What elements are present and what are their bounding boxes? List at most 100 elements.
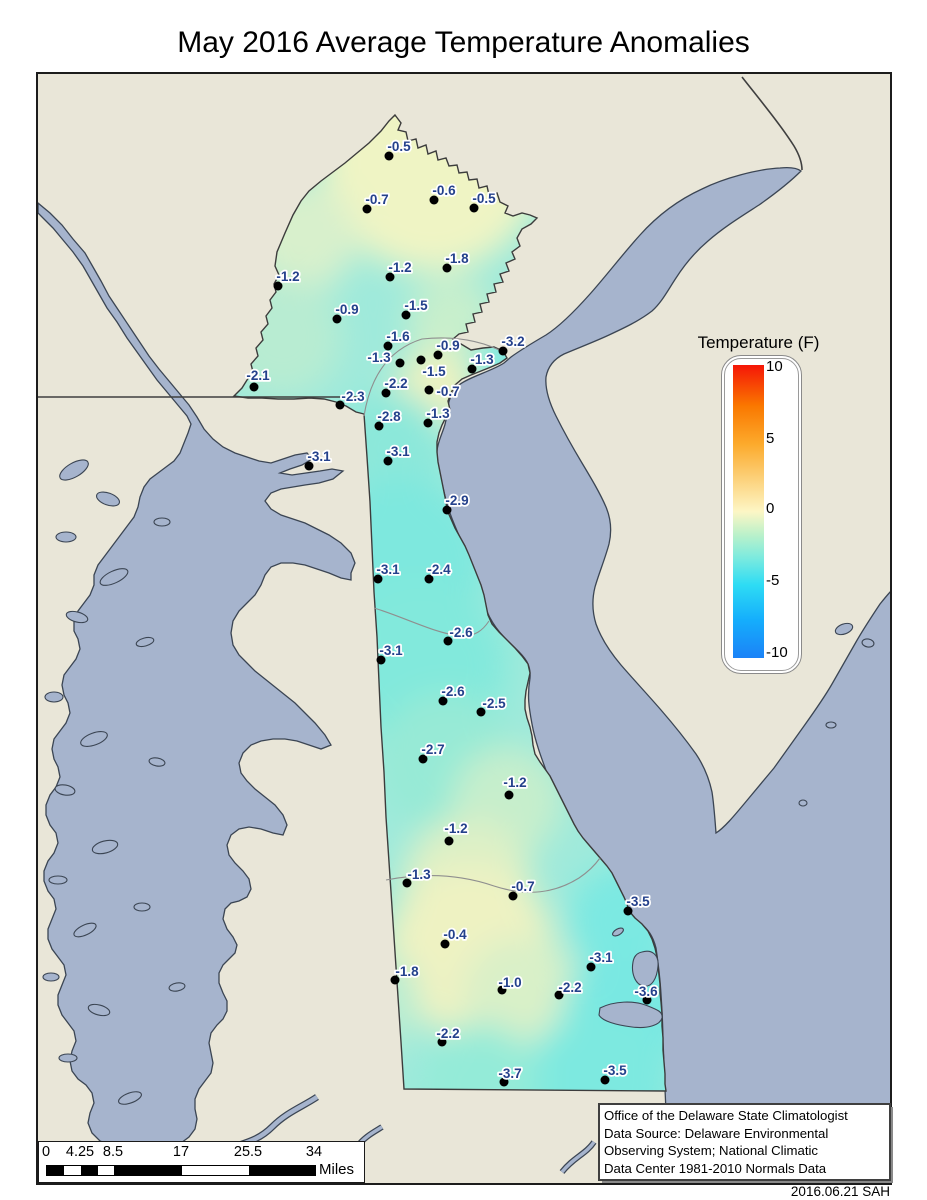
- newcastle-kent-county-line: [373, 607, 490, 637]
- station-dot: [416, 355, 426, 365]
- station-label: -3.7: [498, 1066, 521, 1081]
- western-shore-ponds: [42, 459, 186, 1105]
- station-dot: [504, 790, 514, 800]
- county-lines: [363, 337, 601, 893]
- legend-ticks: 10 5 0 -5 -10: [766, 0, 816, 1200]
- station-label: -2.7: [421, 742, 444, 757]
- station-dot: [642, 995, 652, 1005]
- delaware-inland-bays: [598, 927, 663, 1029]
- station-label: -3.2: [501, 334, 524, 349]
- scalebar-number: 25.5: [233, 1144, 263, 1160]
- scalebar-segment: [182, 1166, 249, 1175]
- station-dot: [376, 655, 386, 665]
- station-dot: [373, 574, 383, 584]
- station-dot: [433, 350, 443, 360]
- credit-line: Office of the Delaware State Climatologi…: [604, 1108, 848, 1123]
- station-label: -2.9: [445, 493, 468, 508]
- credit-line: Data Source: Delaware Environmental: [604, 1125, 829, 1141]
- station-dot: [304, 461, 314, 471]
- credit-line: Data Center 1981-2010 Normals Data: [604, 1160, 827, 1176]
- station-label: -0.7: [365, 192, 388, 207]
- station-label: -2.2: [558, 980, 581, 995]
- station-dot: [402, 878, 412, 888]
- scalebar-segment: [97, 1166, 114, 1175]
- credits-box: Office of the Delaware State Climatologi…: [598, 1103, 891, 1181]
- scalebar-number: 17: [172, 1144, 190, 1160]
- station-label: -1.2: [276, 269, 299, 284]
- station-label: -2.1: [246, 368, 270, 383]
- station-dot: [418, 754, 428, 764]
- station-label: -1.8: [395, 964, 419, 979]
- station-label: -3.5: [603, 1063, 627, 1078]
- station-dot: [508, 891, 518, 901]
- legend-tick-label: -5: [766, 572, 780, 589]
- legend-colorbar: [733, 365, 764, 658]
- station-label: -0.9: [335, 302, 358, 317]
- stations-layer: -0.5 -0.7 -0.6 -0.5 -1.2 -1.8 -1.2 -0.9 -1.5 -1.6…: [245, 137, 660, 1087]
- scalebar-segment: [47, 1166, 64, 1175]
- scalebar-segment: [249, 1166, 315, 1175]
- station-label: -1.3: [470, 352, 494, 367]
- station-dot: [374, 421, 384, 431]
- station-label: -1.3: [407, 867, 431, 882]
- station-dot: [499, 1077, 509, 1087]
- station-label: -1.2: [444, 821, 467, 836]
- station-label: -1.3: [426, 406, 450, 421]
- station-label: -2.6: [441, 684, 465, 699]
- station-dot: [383, 456, 393, 466]
- delaware-state-outline: [232, 113, 667, 1092]
- credit-line: Observing System; National Climatic: [604, 1143, 819, 1158]
- station-label: -0.6: [432, 183, 456, 198]
- station-dot: [385, 272, 395, 282]
- station-label: -3.1: [376, 562, 400, 577]
- station-label: -2.2: [384, 376, 407, 391]
- station-label: -2.3: [341, 389, 365, 404]
- station-dot: [437, 1037, 447, 1047]
- scalebar-bar: [46, 1165, 316, 1176]
- station-dot: [497, 985, 507, 995]
- station-dot: [390, 975, 400, 985]
- scalebar-segment: [114, 1166, 182, 1175]
- station-dot: [438, 696, 448, 706]
- station-dot: [424, 385, 434, 395]
- station-label: -0.7: [436, 384, 459, 399]
- station-label: -0.4: [443, 927, 467, 942]
- station-label: -1.5: [422, 364, 446, 379]
- scalebar-number: 0: [41, 1144, 51, 1160]
- station-dot: [554, 990, 564, 1000]
- scalebar-number: 34: [305, 1144, 323, 1160]
- station-label: -3.5: [626, 894, 650, 909]
- station-dot: [381, 388, 391, 398]
- station-label: -1.6: [386, 329, 410, 344]
- station-dot: [383, 341, 393, 351]
- scalebar-number: 4.25: [65, 1144, 95, 1160]
- station-dot: [424, 574, 434, 584]
- station-label: -2.2: [436, 1026, 459, 1041]
- station-label: -3.1: [386, 444, 410, 459]
- legend-tick-label: -10: [766, 644, 788, 661]
- station-dot: [332, 314, 342, 324]
- page-title: May 2016 Average Temperature Anomalies: [177, 26, 750, 59]
- station-dot: [440, 939, 450, 949]
- station-dot: [395, 358, 405, 368]
- station-dot: [273, 281, 283, 291]
- station-dot: [423, 418, 433, 428]
- scalebar-number: 8.5: [102, 1144, 124, 1160]
- station-label: -3.1: [589, 950, 613, 965]
- kent-sussex-county-line: [385, 857, 601, 893]
- station-label: -1.3: [367, 350, 391, 365]
- legend-title: Temperature (F): [697, 333, 820, 352]
- station-label: -1.5: [404, 298, 428, 313]
- station-label: -2.8: [377, 409, 401, 424]
- station-label: -1.0: [498, 975, 521, 990]
- station-label: -1.8: [445, 251, 469, 266]
- legend-tick-label: 5: [766, 430, 775, 447]
- station-dot: [467, 364, 477, 374]
- legend-box-inner: [724, 358, 799, 671]
- station-dot: [429, 195, 439, 205]
- station-dot: [623, 906, 633, 916]
- scalebar-unit: Miles: [319, 1161, 355, 1178]
- station-label: -1.2: [388, 260, 411, 275]
- station-dot: [335, 400, 345, 410]
